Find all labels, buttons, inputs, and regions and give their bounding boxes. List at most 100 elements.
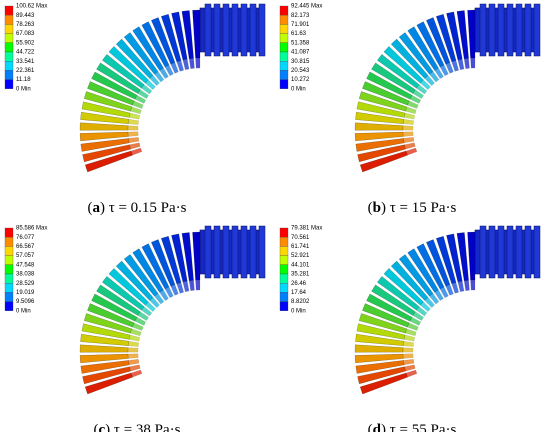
legend-label: 33.541 bbox=[16, 59, 35, 65]
model-rib bbox=[355, 360, 405, 374]
model-rib-side bbox=[195, 57, 201, 69]
model-rib bbox=[150, 17, 176, 65]
legend-label: 28.529 bbox=[16, 281, 35, 287]
model-rib-side bbox=[130, 369, 143, 378]
model-rib-side bbox=[404, 142, 416, 150]
model-rib bbox=[82, 144, 131, 163]
model-rib bbox=[366, 71, 413, 100]
colorbar-box bbox=[4, 15, 14, 25]
model-rib bbox=[258, 225, 266, 279]
model-rib-side bbox=[164, 286, 174, 299]
model-rib-side bbox=[403, 119, 414, 125]
model-rib-side bbox=[128, 112, 140, 120]
colorbar-box bbox=[4, 5, 14, 16]
caption-part: ) τ = 38 Pa·s bbox=[105, 422, 180, 432]
model bbox=[79, 3, 266, 173]
model-rib bbox=[506, 3, 514, 57]
model-rib-side bbox=[424, 297, 435, 308]
colorbar-box bbox=[279, 33, 289, 43]
caption-part: ( bbox=[368, 422, 373, 432]
model-rib-side bbox=[405, 369, 418, 378]
model-rib bbox=[240, 225, 248, 279]
model-rib bbox=[141, 21, 170, 68]
model-rib-side bbox=[439, 64, 449, 77]
model-rib-side bbox=[164, 64, 174, 77]
legend-label: 10.272 bbox=[291, 77, 310, 83]
model-rib-side bbox=[149, 297, 160, 308]
model-rib-side bbox=[409, 94, 421, 104]
model-rib bbox=[398, 254, 434, 297]
model-rib bbox=[141, 243, 170, 290]
model-rib bbox=[416, 243, 445, 290]
model-rib bbox=[101, 53, 145, 89]
model-rib bbox=[354, 344, 404, 353]
legend-label: 51.358 bbox=[291, 40, 310, 46]
model-rib-side bbox=[404, 364, 416, 372]
model-rib bbox=[376, 275, 420, 311]
model-rib bbox=[79, 344, 129, 353]
caption-part: ) τ = 0.15 Pa·s bbox=[100, 200, 187, 216]
model-rib-side bbox=[402, 353, 414, 359]
model-rib-side bbox=[132, 322, 144, 331]
model-rib-side bbox=[128, 119, 139, 125]
model-rib-side bbox=[182, 280, 190, 293]
model-rib bbox=[192, 231, 201, 281]
model-rib-side bbox=[470, 279, 476, 291]
model-rib bbox=[488, 225, 496, 279]
model-rib bbox=[357, 144, 406, 163]
model-rib-side bbox=[128, 359, 140, 366]
model-rib-side bbox=[137, 311, 149, 321]
legend-label: 66.567 bbox=[16, 244, 35, 250]
model-rib bbox=[497, 3, 505, 57]
panel: 79.381 Max 70.561 61.741 52.921 44.101 35.281… bbox=[279, 225, 541, 432]
colorbar-box bbox=[4, 33, 14, 43]
caption-part: d bbox=[373, 422, 382, 432]
colorbar-box bbox=[4, 273, 14, 284]
legend-label: 92.445 Max bbox=[291, 4, 322, 10]
legend-label: 52.921 bbox=[291, 253, 310, 259]
model-rib bbox=[533, 225, 541, 279]
model-rib bbox=[425, 17, 451, 65]
legend-label: 67.083 bbox=[16, 31, 35, 37]
legend-label: 0 Min bbox=[291, 308, 306, 314]
model-rib bbox=[79, 122, 129, 131]
legend-label: 100.62 Max bbox=[16, 4, 47, 10]
model-rib-side bbox=[403, 341, 414, 347]
legend-label: 55.902 bbox=[16, 40, 35, 46]
model-rib-side bbox=[403, 334, 415, 342]
legend-label: 30.815 bbox=[291, 59, 310, 65]
model-rib-side bbox=[470, 57, 476, 69]
model-rib bbox=[515, 225, 523, 279]
colorbar-box bbox=[4, 292, 14, 302]
legend-label: 17.64 bbox=[291, 290, 307, 296]
model-rib bbox=[91, 71, 138, 100]
colorbar-box bbox=[4, 61, 14, 71]
model-rib-side bbox=[405, 328, 417, 337]
caption: (b) τ = 15 Pa·s bbox=[368, 200, 457, 216]
model-rib-side bbox=[420, 301, 431, 312]
caption-part: ( bbox=[94, 422, 99, 432]
model-rib-side bbox=[170, 284, 179, 296]
model-rib-side bbox=[424, 75, 435, 86]
model-rib bbox=[515, 3, 523, 57]
model-rib-side bbox=[128, 334, 140, 342]
model-rib bbox=[249, 3, 257, 57]
model-rib bbox=[222, 3, 230, 57]
model-rib-side bbox=[130, 147, 143, 156]
caption-part: ( bbox=[368, 200, 373, 216]
model-rib bbox=[249, 225, 257, 279]
model-rib bbox=[80, 138, 130, 152]
model-rib bbox=[204, 225, 212, 279]
model-rib-side bbox=[127, 131, 139, 137]
colorbar-box bbox=[4, 301, 14, 311]
model-rib bbox=[467, 9, 476, 59]
colorbar-box bbox=[279, 51, 289, 62]
model-rib bbox=[81, 101, 131, 118]
model-rib bbox=[366, 293, 413, 322]
model bbox=[354, 3, 541, 173]
model-rib-side bbox=[182, 58, 190, 71]
legend-label: 85.586 Max bbox=[16, 226, 47, 232]
colorbar-box bbox=[279, 61, 289, 71]
model-rib-side bbox=[412, 89, 424, 99]
